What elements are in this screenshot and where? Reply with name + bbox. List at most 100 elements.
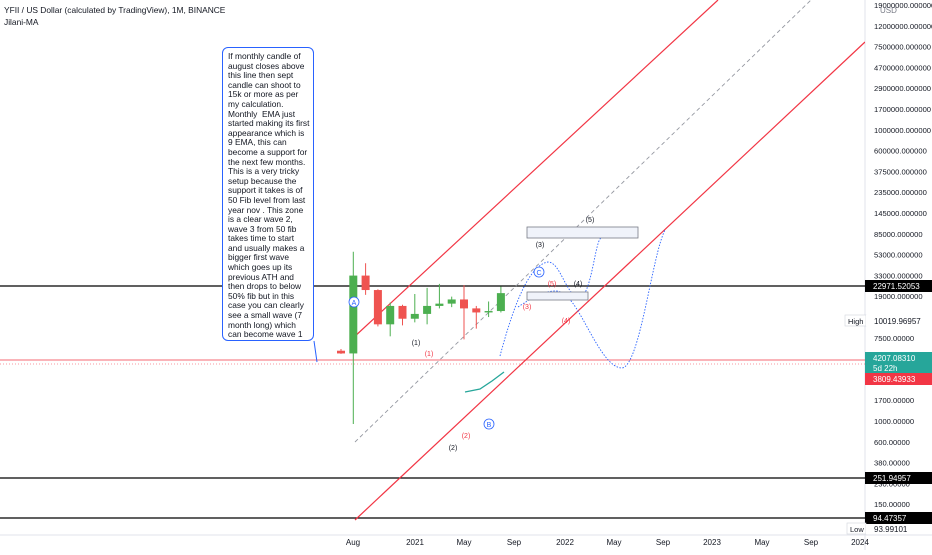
- plot-area: A B C (1) (2) (3) (4) (5) (1) (2) (3) (4…: [0, 0, 865, 521]
- high-tag: High: [848, 317, 863, 326]
- price-tick-label: 19000000.000000: [874, 1, 932, 10]
- low-tag: Low: [850, 525, 864, 534]
- time-tick-label: May: [754, 538, 769, 547]
- label-low-value: 93.99101: [874, 525, 908, 534]
- candle-body[interactable]: [398, 305, 407, 319]
- candle-body[interactable]: [472, 308, 481, 313]
- wave-c-circle: [533, 266, 545, 278]
- label-box-line-high: [865, 280, 932, 292]
- price-tick-label: 150.00000: [874, 500, 910, 509]
- candle-body[interactable]: [423, 305, 432, 314]
- wave-b-circle: [483, 418, 495, 430]
- wave-label-red-3: (3): [523, 304, 532, 311]
- price-tick-label: 4700000.000000: [874, 63, 931, 72]
- price-tick-label: 1700000.000000: [874, 105, 931, 114]
- candle-body[interactable]: [386, 305, 395, 325]
- candle-body[interactable]: [337, 350, 345, 354]
- target-box-top[interactable]: [526, 226, 639, 239]
- label-line-high: 22971.52053: [873, 282, 920, 291]
- price-tick-label: 145000.000000: [874, 209, 927, 218]
- price-tick-label: 2900000.000000: [874, 84, 931, 93]
- time-tick-label: May: [456, 538, 471, 547]
- label-line-low: 94.47357: [873, 514, 907, 523]
- time-tick-label: 2023: [703, 538, 721, 547]
- label-line-mid: 251.94957: [873, 474, 911, 483]
- price-tick-label: 1000.00000: [874, 417, 914, 426]
- candle-body[interactable]: [496, 293, 505, 312]
- wave-label-black-3: (3): [536, 242, 545, 249]
- channel-upper-line[interactable]: [352, 0, 719, 339]
- label-countdown: 5d 22h: [873, 364, 897, 373]
- label-red-line: 3809.43933: [873, 375, 916, 384]
- candle-body[interactable]: [460, 299, 468, 309]
- time-tick-label: Sep: [656, 538, 671, 547]
- projection-path-2[interactable]: [517, 229, 666, 369]
- wave-label-red-2: (2): [462, 433, 471, 440]
- time-tick-label: Sep: [507, 538, 522, 547]
- time-tick-label: 2022: [556, 538, 574, 547]
- candles-group: [337, 251, 505, 425]
- price-tick-label: 12000000.000000: [874, 22, 932, 31]
- wave-label-a: A: [352, 300, 357, 307]
- symbol-title[interactable]: YFII / US Dollar (calculated by TradingV…: [4, 5, 226, 15]
- label-box-high: [866, 315, 932, 326]
- time-tick-label: 2024: [851, 538, 869, 547]
- time-tick-label: 2021: [406, 538, 424, 547]
- candle-body[interactable]: [410, 313, 419, 319]
- price-tick-label: 33000.000000: [874, 271, 923, 280]
- time-tick-label: Aug: [346, 538, 360, 547]
- price-tick-label: 600.00000: [874, 438, 910, 447]
- ema-line: [464, 371, 505, 393]
- note-callout[interactable]: If monthly candle of august closes above…: [222, 47, 314, 341]
- wave-a-circle: [348, 296, 360, 308]
- callout-pointer: [313, 340, 318, 363]
- wave-label-red-4: (4): [562, 318, 571, 325]
- channel-lower-line[interactable]: [354, 41, 865, 521]
- wave-label-red-1: (1): [425, 351, 434, 358]
- price-tick-label: 235000.000000: [874, 188, 927, 197]
- candle-body[interactable]: [484, 311, 493, 313]
- wave-label-b: B: [487, 422, 492, 429]
- label-box-line-low: [865, 512, 932, 524]
- label-last-price: 4207.08310: [873, 354, 916, 363]
- projection-path-1[interactable]: [499, 237, 603, 357]
- candle-body[interactable]: [373, 290, 382, 325]
- label-box-low: [866, 524, 932, 534]
- price-tick-label: 7500000.000000: [874, 43, 931, 52]
- time-tick-label: May: [606, 538, 621, 547]
- price-tick-label: 53000.000000: [874, 251, 923, 260]
- target-box-mid[interactable]: [526, 291, 589, 301]
- price-tick-label: 85000.000000: [874, 230, 923, 239]
- wave-label-black-4: (4): [574, 281, 583, 288]
- candle-body[interactable]: [361, 275, 370, 291]
- price-tick-label: 19000.000000: [874, 292, 923, 301]
- currency-label: USD: [880, 6, 897, 15]
- wave-labels: A B C (1) (2) (3) (4) (5) (1) (2) (3) (4…: [348, 217, 595, 452]
- price-tick-label: 7500.00000: [874, 334, 914, 343]
- wave-label-black-2: (2): [449, 445, 458, 452]
- label-box-red-line: [865, 373, 932, 385]
- label-high-value: 10019.96957: [874, 317, 921, 326]
- candle-body[interactable]: [447, 299, 456, 304]
- wave-label-red-5: (5): [548, 281, 557, 288]
- candle-body[interactable]: [349, 275, 358, 354]
- chart-header: YFII / US Dollar (calculated by TradingV…: [4, 4, 225, 28]
- label-box-line-mid: [865, 472, 932, 484]
- time-axis[interactable]: Aug 2021 May Sep 2022 May Sep 2023 May Sep 2024: [346, 538, 870, 547]
- price-tick-label: 1000000.000000: [874, 126, 931, 135]
- candle-body[interactable]: [435, 303, 444, 306]
- label-box-last-price: [865, 352, 932, 373]
- price-axis[interactable]: 19000000.000000 12000000.000000 7500000.00…: [874, 1, 932, 530]
- indicator-name[interactable]: Jilani-MA: [4, 17, 39, 27]
- channel-mid-line[interactable]: [354, 0, 812, 443]
- price-tick-label: 1700.00000: [874, 396, 914, 405]
- time-tick-label: Sep: [804, 538, 819, 547]
- price-tick-label: 375000.000000: [874, 167, 927, 176]
- wave-label-black-1: (1): [412, 340, 421, 347]
- wave-label-c: C: [536, 270, 541, 277]
- price-tick-label: 380.00000: [874, 459, 910, 468]
- wave-label-black-5: (5): [586, 217, 595, 224]
- price-tick-label: 600000.000000: [874, 147, 927, 156]
